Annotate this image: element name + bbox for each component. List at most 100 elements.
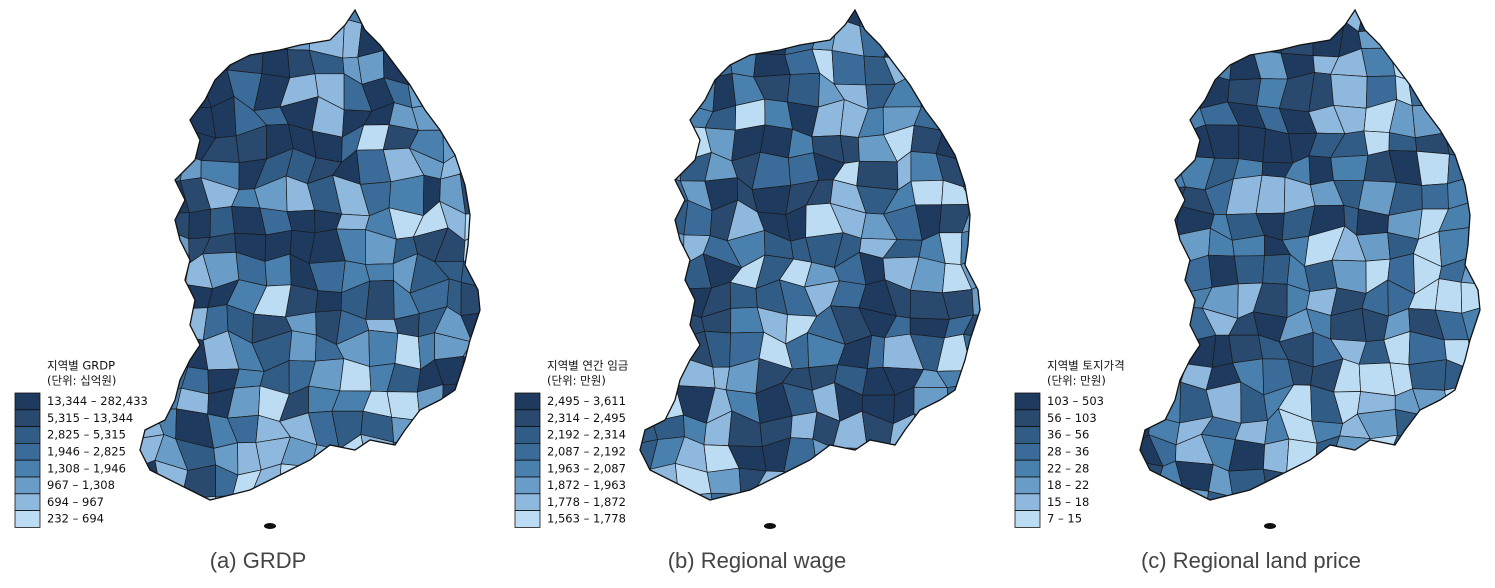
- map-region: [640, 278, 653, 318]
- map-region: [1491, 362, 1495, 390]
- map-region: [311, 515, 340, 549]
- caption: (a) GRDP: [210, 548, 307, 573]
- legend-label: 694 – 967: [47, 495, 104, 509]
- map-region: [1140, 149, 1159, 190]
- map-region: [1460, 257, 1480, 286]
- map-region: [986, 83, 1026, 105]
- map-region: [650, 281, 686, 314]
- map-region: [778, 519, 819, 545]
- legend-label: 103 – 503: [1047, 394, 1104, 408]
- legend-swatch: [14, 476, 41, 495]
- map-regions: [1140, 10, 1495, 500]
- map-region: [1149, 485, 1187, 500]
- map-region: [648, 334, 680, 367]
- map-region: [1467, 494, 1480, 500]
- map-panel: 지역별 연간 임금(단위: 만원) 2,495 – 3,611 2,314 – 2,…: [514, 8, 1028, 579]
- map-region: [640, 149, 663, 182]
- map-region: [1488, 184, 1495, 213]
- map-region: [1234, 10, 1257, 30]
- map-region: [752, 489, 794, 500]
- map-region: [1282, 491, 1316, 500]
- map-region: [140, 151, 160, 187]
- map-region: [442, 102, 473, 131]
- map-region: [365, 280, 395, 320]
- map-region: [623, 521, 662, 553]
- map-region: [1491, 305, 1495, 342]
- map-region: [209, 206, 235, 238]
- map-region: [857, 443, 899, 472]
- map-region: [640, 310, 654, 336]
- map-region: [140, 50, 163, 85]
- map-region: [459, 173, 480, 215]
- map-region: [150, 73, 187, 109]
- map-region: [987, 203, 1027, 239]
- map-region: [991, 361, 1028, 392]
- map-region: [640, 227, 665, 268]
- map-region: [140, 83, 163, 106]
- map-region: [911, 435, 949, 476]
- legend-label: 967 – 1,308: [47, 478, 115, 492]
- map-region: [1232, 22, 1258, 50]
- legend-swatch: [514, 493, 541, 511]
- map-region: [315, 290, 342, 313]
- map-region: [713, 20, 739, 58]
- map-region: [155, 278, 186, 314]
- map-region: [1309, 460, 1342, 497]
- map-region: [751, 184, 792, 215]
- map-region: [933, 72, 973, 106]
- map-region: [968, 25, 980, 52]
- map-region: [150, 10, 187, 24]
- map-region: [278, 489, 317, 500]
- map-region: [1439, 435, 1473, 466]
- map-region: [753, 52, 791, 78]
- map-region: [1460, 281, 1480, 314]
- map-region: [916, 493, 948, 500]
- map-region: [790, 411, 818, 440]
- map-region: [889, 443, 923, 476]
- map-region: [1174, 46, 1208, 75]
- map-region: [993, 550, 1023, 579]
- map-region: [459, 84, 480, 106]
- legend-label: 1,963 – 2,087: [547, 461, 626, 475]
- map-region: [1175, 460, 1214, 492]
- map-region: [1358, 464, 1387, 494]
- map-region: [1440, 25, 1466, 59]
- legend-swatch: [1014, 510, 1041, 528]
- map-region: [1470, 369, 1480, 385]
- map-region: [946, 385, 964, 422]
- map-region: [1386, 492, 1417, 500]
- map-region: [986, 149, 1020, 184]
- map-region: [1441, 494, 1477, 500]
- map-region: [1473, 175, 1480, 213]
- map-region: [1470, 158, 1480, 186]
- map-region: [443, 84, 465, 103]
- map-region: [462, 355, 480, 393]
- map-region: [839, 460, 859, 500]
- map-region: [1464, 74, 1480, 111]
- map-region: [489, 81, 521, 106]
- map-region: [307, 541, 339, 570]
- map-region: [1140, 209, 1163, 240]
- map-region: [490, 335, 525, 370]
- map-region: [489, 155, 516, 188]
- map-region: [1469, 201, 1480, 237]
- map-region: [1464, 48, 1480, 85]
- legend-swatch: [14, 426, 41, 444]
- map-region: [305, 489, 342, 500]
- map-region: [650, 310, 686, 339]
- map-region: [140, 409, 165, 440]
- map-region: [805, 10, 839, 26]
- legend-label: 1,308 – 1,946: [47, 461, 126, 475]
- map-region: [1202, 10, 1240, 27]
- legend-swatch: [1014, 409, 1041, 427]
- map-region: [652, 227, 685, 266]
- map-region: [140, 99, 161, 130]
- map-region: [706, 467, 742, 495]
- legend-swatch: [514, 476, 541, 495]
- map-region: [657, 121, 684, 163]
- map-panel: 지역별 토지가격(단위: 만원) 103 – 503 56 – 103 36 – 56…: [1014, 8, 1495, 529]
- map-region: [486, 226, 522, 262]
- map-region: [640, 203, 665, 242]
- map-region: [148, 330, 189, 371]
